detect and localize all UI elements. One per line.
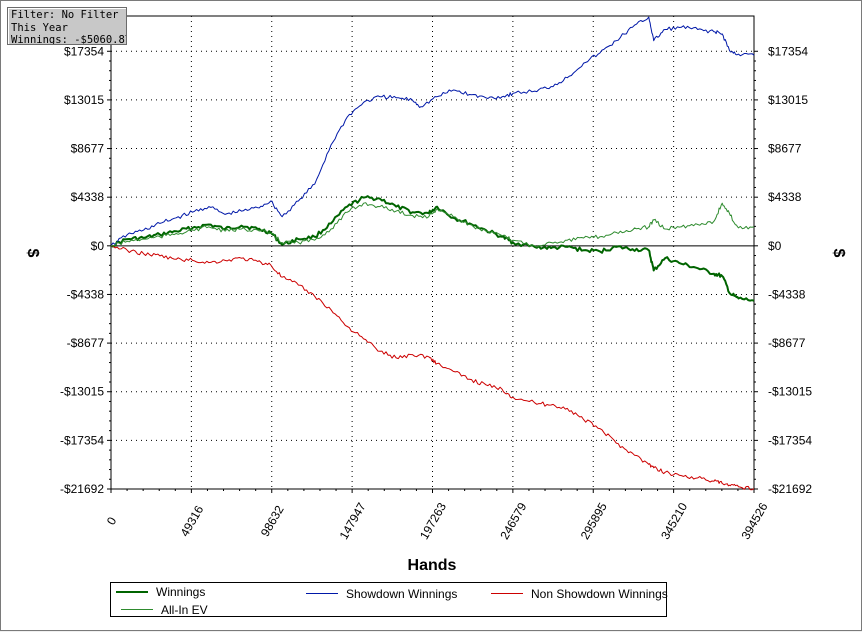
- legend-swatch-showdown: [306, 593, 338, 594]
- y-tick-label-left: $17354: [64, 44, 104, 58]
- legend: Winnings Showdown Winnings Non Showdown …: [110, 582, 668, 617]
- winnings-label: Winnings: -$5060.87: [11, 34, 127, 45]
- filter-label: Filter: No Filter: [11, 9, 119, 21]
- y-tick-label-right: $4338: [768, 190, 802, 204]
- legend-label-allin-ev: All-In EV: [161, 603, 208, 617]
- y-tick-label-left: -$8677: [67, 336, 105, 350]
- y-tick-label-left: $13015: [64, 93, 104, 107]
- tick-labels-group: -$21692 -$21692 -$17354 -$17354 -$13015 -$130…: [60, 44, 812, 542]
- y-tick-label-left: $4338: [71, 190, 105, 204]
- y-tick-label-left: -$4338: [67, 287, 105, 301]
- series-allin-ev: [110, 202, 755, 248]
- y-tick-label-left: -$17354: [60, 433, 104, 447]
- x-tick-label: 0: [104, 514, 120, 527]
- legend-swatch-allin-ev: [121, 609, 153, 610]
- y-axis-title-right: $: [830, 249, 847, 258]
- series-non-showdown-winnings: [111, 245, 755, 491]
- x-tick-label: 49316: [178, 503, 207, 539]
- y-axis-title-left: $: [24, 249, 41, 258]
- series-showdown-winnings: [110, 16, 755, 247]
- y-tick-label-right: -$4338: [768, 287, 806, 301]
- y-tick-label-right: -$21692: [768, 482, 812, 496]
- x-axis-title: Hands: [408, 557, 457, 574]
- x-tick-label: 98632: [258, 503, 287, 539]
- legend-swatch-winnings: [116, 591, 148, 593]
- y-tick-label-right: -$13015: [768, 385, 812, 399]
- x-tick-label: 197263: [417, 500, 449, 542]
- y-tick-label-right: -$8677: [768, 336, 806, 350]
- period-label: This Year: [11, 21, 68, 34]
- y-tick-label-left: $0: [91, 239, 105, 253]
- filter-info-box: Filter: No Filter This Year Winnings: -$…: [7, 7, 127, 45]
- x-tick-label: 246579: [497, 500, 529, 542]
- y-tick-label-right: $13015: [768, 93, 808, 107]
- y-tick-label-left: -$21692: [60, 482, 104, 496]
- y-tick-label-left: -$13015: [60, 385, 104, 399]
- y-tick-label-right: -$17354: [768, 433, 812, 447]
- legend-label-non-showdown: Non Showdown Winnings: [531, 587, 668, 601]
- x-tick-label: 394526: [738, 500, 770, 542]
- legend-label-showdown: Showdown Winnings: [346, 587, 458, 601]
- x-tick-label: 345210: [658, 500, 690, 542]
- ticks-group: [107, 50, 758, 493]
- y-tick-label-left: $8677: [71, 142, 105, 156]
- y-tick-label-right: $17354: [768, 44, 808, 58]
- legend-label-winnings: Winnings: [156, 585, 206, 599]
- y-tick-label-right: $0: [768, 239, 782, 253]
- series-group: [110, 16, 755, 491]
- y-tick-label-right: $8677: [768, 142, 802, 156]
- x-tick-label: 147947: [337, 500, 369, 542]
- legend-swatch-non-showdown: [491, 593, 523, 594]
- x-tick-label: 295895: [578, 500, 610, 542]
- grid: [111, 16, 754, 490]
- series-winnings: [110, 195, 755, 302]
